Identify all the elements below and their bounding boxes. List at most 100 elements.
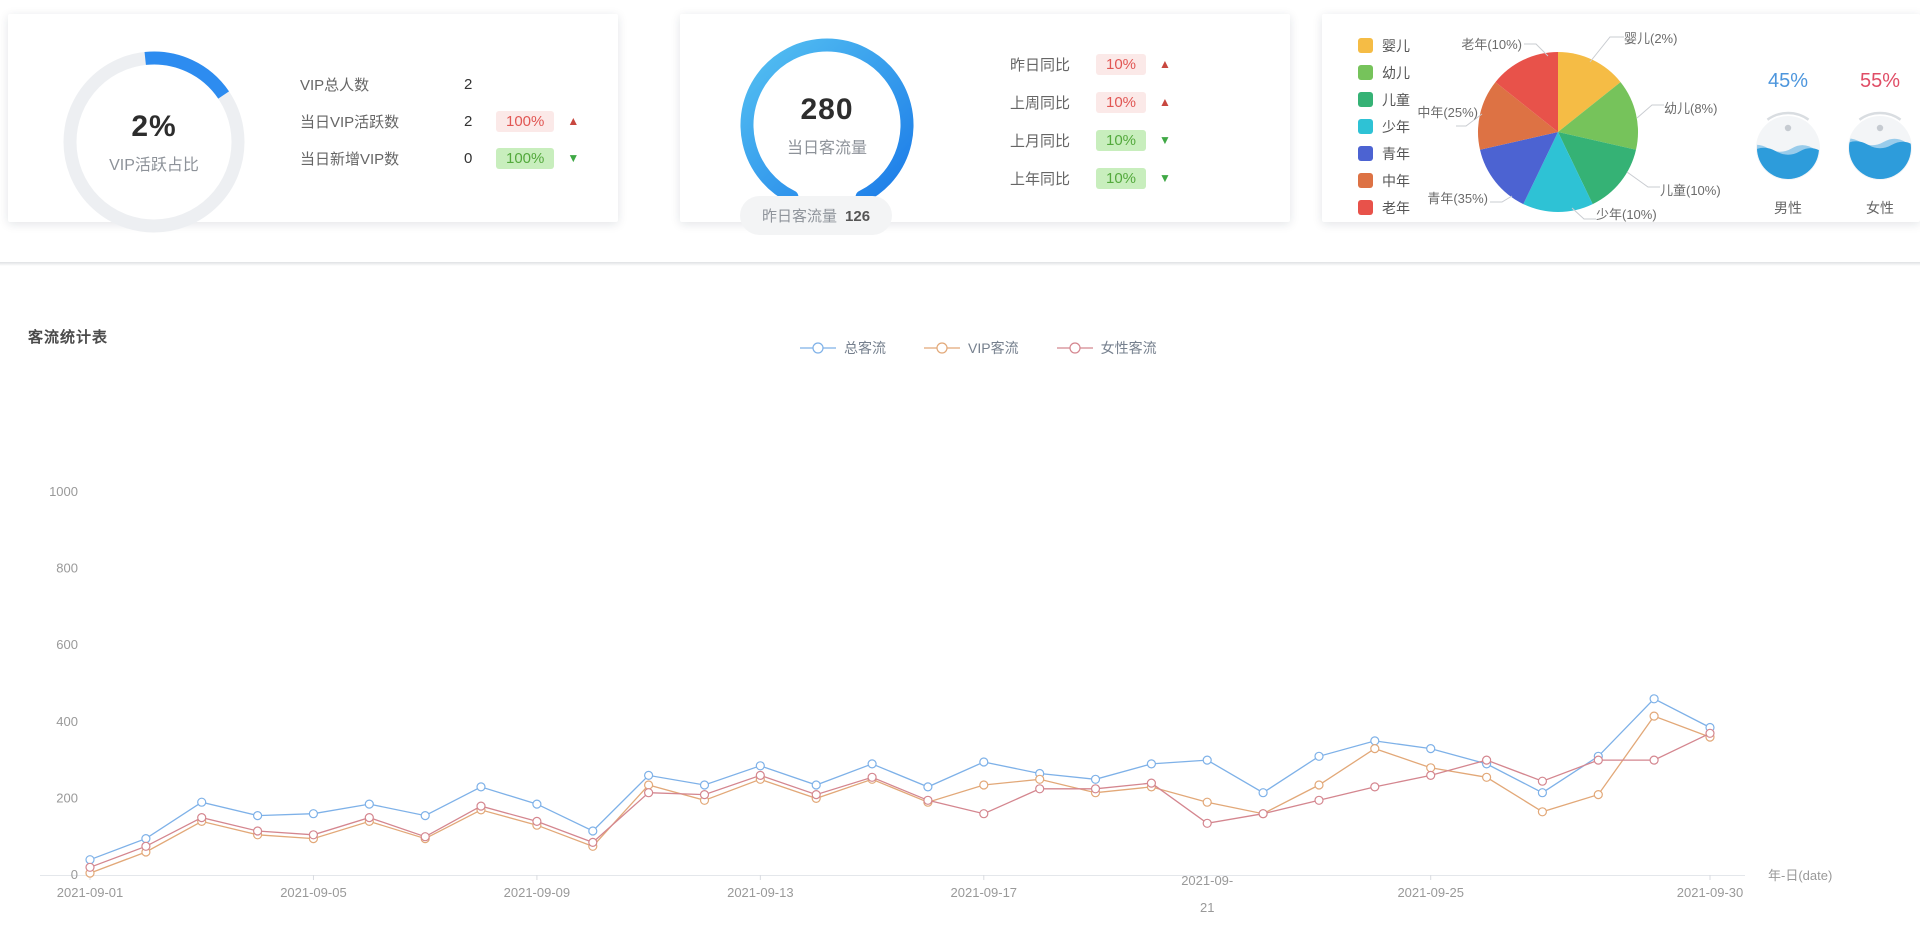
status-badge: 100% <box>496 110 555 132</box>
daily-traffic-gauge-chart: 280 当日客流量 <box>732 30 922 220</box>
stat-label: 上月同比 <box>1010 132 1071 150</box>
stat-value: 2 <box>464 112 473 130</box>
legend-label: 老年 <box>1382 199 1410 216</box>
pie-label-youth: 青年(35%) <box>1427 191 1488 206</box>
svg-text:2021-09-05: 2021-09-05 <box>280 885 347 900</box>
svg-text:0: 0 <box>71 867 78 882</box>
svg-text:2021-09-09: 2021-09-09 <box>504 885 571 900</box>
pie-legend-item-infant[interactable]: 婴儿 <box>1358 32 1410 59</box>
stat-label: 当日新增VIP数 <box>300 150 400 168</box>
trend-down-icon: ▼ <box>1159 171 1171 185</box>
pie-legend-item-youth[interactable]: 青年 <box>1358 140 1410 167</box>
legend-item-total-traffic[interactable]: 总客流 <box>800 338 886 358</box>
legend-label: 青年 <box>1382 145 1410 162</box>
age-distribution-pie-chart <box>1412 22 1692 222</box>
legend-item-female-traffic[interactable]: 女性客流 <box>1056 338 1157 358</box>
svg-text:2021-09-30: 2021-09-30 <box>1677 885 1744 900</box>
legend-label: 婴儿 <box>1382 37 1410 54</box>
daily-traffic-label: 当日客流量 <box>786 139 867 157</box>
pie-label-child: 儿童(10%) <box>1660 183 1721 198</box>
vip-donut-center: 2% VIP活跃占比 <box>56 44 252 240</box>
pie-legend-item-teen[interactable]: 少年 <box>1358 113 1410 140</box>
male-gauge-block: 45% 男性 <box>1742 14 1834 222</box>
line-series-marker-icon <box>800 342 836 354</box>
pie-legend-item-senior[interactable]: 老年 <box>1358 194 1410 221</box>
legend-swatch <box>1358 92 1373 107</box>
trend-down-icon: ▼ <box>1159 133 1171 147</box>
traffic-ring-center: 280 当日客流量 <box>732 30 922 220</box>
stat-label: 当日VIP活跃数 <box>300 113 400 131</box>
vip-new-row: 当日新增VIP数 0 100% ▼ <box>300 146 579 170</box>
vip-active-row: 当日VIP活跃数 2 100% ▲ <box>300 109 579 133</box>
trend-up-icon: ▲ <box>1159 95 1171 109</box>
svg-text:2021-09-: 2021-09- <box>1181 873 1233 888</box>
vip-donut-svg <box>63 51 245 233</box>
svg-text:2021-09-25: 2021-09-25 <box>1397 885 1464 900</box>
male-percent: 45% <box>1767 70 1809 92</box>
stat-value: 0 <box>464 149 473 167</box>
status-badge: 10% <box>1096 53 1147 75</box>
svg-text:年-日(date): 年-日(date) <box>1768 868 1832 883</box>
pie-callout-lines <box>1456 36 1664 220</box>
line-chart-legend: 总客流 VIP客流 女性客流 <box>800 338 1157 358</box>
yesterday-traffic-label: 昨日客流量 <box>762 208 838 225</box>
traffic-ring-svg <box>740 38 914 204</box>
status-badge: 10% <box>1096 129 1147 151</box>
status-badge: 100% <box>496 147 555 169</box>
yesterday-traffic-value: 126 <box>845 208 871 225</box>
legend-label: VIP客流 <box>968 340 1019 356</box>
status-badge: 10% <box>1096 91 1147 113</box>
stat-label: 昨日同比 <box>1010 56 1071 74</box>
legend-label: 儿童 <box>1382 91 1410 108</box>
status-badge: 10% <box>1096 167 1147 189</box>
stat-label: 上年同比 <box>1010 170 1071 188</box>
pie-label-teen: 少年(10%) <box>1596 207 1657 222</box>
pie-label-middleage: 中年(25%) <box>1417 105 1478 120</box>
svg-text:2021-09-01: 2021-09-01 <box>57 885 124 900</box>
legend-swatch <box>1358 146 1373 161</box>
yoy-lastweek-row: 上周同比 10% ▲ <box>1010 90 1171 114</box>
traffic-comparison-list: 昨日同比 10% ▲ 上周同比 10% ▲ 上月同比 10% ▼ 上年同比 10… <box>1010 52 1171 190</box>
pie-label-senior: 老年(10%) <box>1461 37 1522 52</box>
legend-label: 总客流 <box>844 340 886 356</box>
demographics-card: 婴儿 幼儿 儿童 少年 青年 中年 <box>1322 14 1920 222</box>
daily-traffic-value: 280 <box>800 92 854 126</box>
yoy-lastyear-row: 上年同比 10% ▼ <box>1010 166 1171 190</box>
female-percent: 55% <box>1859 70 1901 92</box>
age-pie-svg <box>1456 36 1664 220</box>
legend-swatch <box>1358 173 1373 188</box>
svg-text:2021-09-17: 2021-09-17 <box>951 885 1018 900</box>
female-gauge-block: 55% 女性 <box>1834 14 1920 222</box>
legend-label: 中年 <box>1382 172 1410 189</box>
yoy-lastmonth-row: 上月同比 10% ▼ <box>1010 128 1171 152</box>
stat-label: 上周同比 <box>1010 94 1071 112</box>
svg-text:200: 200 <box>56 790 78 805</box>
svg-text:21: 21 <box>1200 900 1214 915</box>
svg-text:600: 600 <box>56 637 78 652</box>
svg-text:400: 400 <box>56 714 78 729</box>
pie-legend-item-child[interactable]: 儿童 <box>1358 86 1410 113</box>
trend-down-icon: ▼ <box>567 151 580 165</box>
male-label: 男性 <box>1774 200 1802 216</box>
legend-swatch <box>1358 65 1373 80</box>
yoy-yesterday-row: 昨日同比 10% ▲ <box>1010 52 1171 76</box>
age-pie-legend: 婴儿 幼儿 儿童 少年 青年 中年 <box>1358 32 1410 221</box>
line-series-marker-icon <box>924 342 960 354</box>
pie-legend-item-toddler[interactable]: 幼儿 <box>1358 59 1410 86</box>
pie-legend-item-middleage[interactable]: 中年 <box>1358 167 1410 194</box>
line-series-marker-icon <box>1056 342 1093 354</box>
stat-value: 2 <box>464 75 473 93</box>
daily-traffic-card: 280 当日客流量 昨日客流量 126 昨日同比 10% ▲ 上周同比 10% ▲… <box>680 14 1290 235</box>
male-liquid-gauge-chart <box>1756 111 1820 180</box>
female-label: 女性 <box>1866 200 1894 216</box>
legend-item-vip-traffic[interactable]: VIP客流 <box>924 338 1019 358</box>
legend-swatch <box>1358 119 1373 134</box>
pie-label-toddler: 幼儿(8%) <box>1664 101 1718 116</box>
legend-swatch <box>1358 200 1373 215</box>
trend-up-icon: ▲ <box>567 114 580 128</box>
vip-activity-donut-chart: 2% VIP活跃占比 <box>56 44 252 240</box>
traffic-trend-line-chart: 0 200 400 600 800 1000 2021-09-01 2021-09-05 202… <box>40 484 1832 915</box>
stat-label: VIP总人数 <box>300 76 370 94</box>
legend-label: 女性客流 <box>1100 340 1157 356</box>
